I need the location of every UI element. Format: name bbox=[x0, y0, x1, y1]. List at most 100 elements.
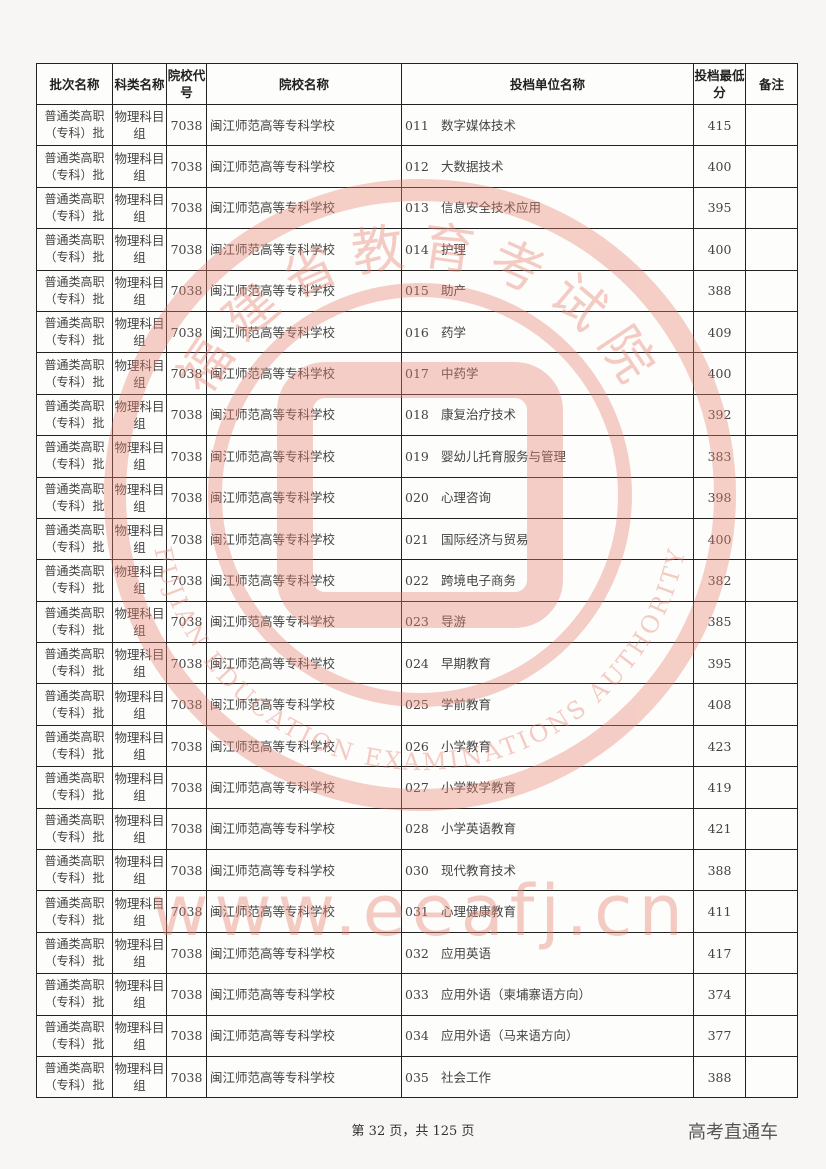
subject-cell: 物理科目组 bbox=[112, 683, 167, 726]
unit-cell: 017 中药学 bbox=[401, 352, 694, 395]
score-cell: 377 bbox=[693, 1014, 746, 1057]
batch-cell: 普通类高职（专科）批 bbox=[36, 642, 113, 685]
unit-cell: 021 国际经济与贸易 bbox=[401, 517, 694, 561]
subject-cell: 物理科目组 bbox=[112, 435, 167, 478]
unit-name: 早期教育 bbox=[441, 655, 492, 671]
remark-cell bbox=[745, 724, 798, 768]
score-cell: 400 bbox=[693, 145, 746, 188]
score-cell: 400 bbox=[693, 352, 746, 395]
subject-cell: 物理科目组 bbox=[112, 600, 167, 644]
table-row: 普通类高职（专科）批 物理科目组 7038 闽江师范高等专科学校 024 早期教育 395 bbox=[36, 642, 798, 685]
unit-code: 028 bbox=[405, 821, 429, 837]
table-row: 普通类高职（专科）批 物理科目组 7038 闽江师范高等专科学校 013 信息安全技术应用… bbox=[36, 186, 798, 230]
subject-cell: 物理科目组 bbox=[112, 849, 167, 892]
subject-cell: 物理科目组 bbox=[112, 931, 167, 975]
remark-cell bbox=[745, 228, 798, 271]
table-row: 普通类高职（专科）批 物理科目组 7038 闽江师范高等专科学校 017 中药学 400 bbox=[36, 352, 798, 395]
unit-name: 小学数学教育 bbox=[441, 779, 517, 795]
score-cell: 400 bbox=[693, 228, 746, 271]
page-number: 第 32 页，共 125 页 bbox=[351, 1124, 475, 1139]
unit-cell: 027 小学数学教育 bbox=[401, 766, 694, 809]
code-cell: 7038 bbox=[166, 642, 207, 685]
batch-cell: 普通类高职（专科）批 bbox=[36, 310, 113, 354]
unit-cell: 031 心理健康教育 bbox=[401, 890, 694, 933]
unit-code: 016 bbox=[405, 324, 429, 340]
code-cell: 7038 bbox=[166, 766, 207, 809]
header-unit: 投档单位名称 bbox=[401, 63, 694, 105]
batch-cell: 普通类高职（专科）批 bbox=[36, 849, 113, 892]
code-cell: 7038 bbox=[166, 435, 207, 478]
unit-name: 导游 bbox=[441, 614, 467, 630]
table-row: 普通类高职（专科）批 物理科目组 7038 闽江师范高等专科学校 015 助产 388 bbox=[36, 269, 798, 312]
code-cell: 7038 bbox=[166, 476, 207, 519]
table-row: 普通类高职（专科）批 物理科目组 7038 闽江师范高等专科学校 012 大数据技术 400 bbox=[36, 145, 798, 188]
code-cell: 7038 bbox=[166, 269, 207, 312]
subject-cell: 物理科目组 bbox=[112, 559, 167, 602]
subject-cell: 物理科目组 bbox=[112, 103, 167, 147]
table-row: 普通类高职（专科）批 物理科目组 7038 闽江师范高等专科学校 028 小学英语教育 42… bbox=[36, 807, 798, 851]
header-score: 投档最低分 bbox=[693, 63, 746, 105]
unit-code: 019 bbox=[405, 448, 429, 464]
batch-cell: 普通类高职（专科）批 bbox=[36, 807, 113, 851]
subject-cell: 物理科目组 bbox=[112, 145, 167, 188]
subject-cell: 物理科目组 bbox=[112, 269, 167, 312]
remark-cell bbox=[745, 393, 798, 437]
remark-cell bbox=[745, 517, 798, 561]
unit-name: 药学 bbox=[441, 324, 467, 340]
score-cell: 411 bbox=[693, 890, 746, 933]
subject-cell: 物理科目组 bbox=[112, 476, 167, 519]
unit-cell: 022 跨境电子商务 bbox=[401, 559, 694, 602]
batch-cell: 普通类高职（专科）批 bbox=[36, 1014, 113, 1057]
score-cell: 409 bbox=[693, 310, 746, 354]
table-row: 普通类高职（专科）批 物理科目组 7038 闽江师范高等专科学校 025 学前教育 408 bbox=[36, 683, 798, 726]
unit-code: 012 bbox=[405, 159, 429, 175]
batch-cell: 普通类高职（专科）批 bbox=[36, 269, 113, 312]
code-cell: 7038 bbox=[166, 931, 207, 975]
batch-cell: 普通类高职（专科）批 bbox=[36, 724, 113, 768]
unit-name: 数字媒体技术 bbox=[441, 117, 517, 133]
unit-code: 027 bbox=[405, 779, 429, 795]
unit-name: 心理健康教育 bbox=[441, 904, 517, 920]
unit-name: 现代教育技术 bbox=[441, 862, 517, 878]
unit-code: 017 bbox=[405, 366, 429, 382]
subject-cell: 物理科目组 bbox=[112, 186, 167, 230]
unit-cell: 011 数字媒体技术 bbox=[401, 103, 694, 147]
subject-cell: 物理科目组 bbox=[112, 973, 167, 1016]
score-cell: 388 bbox=[693, 1055, 746, 1099]
subject-cell: 物理科目组 bbox=[112, 766, 167, 809]
score-cell: 417 bbox=[693, 931, 746, 975]
school-cell: 闽江师范高等专科学校 bbox=[206, 186, 402, 230]
unit-code: 020 bbox=[405, 490, 429, 506]
code-cell: 7038 bbox=[166, 310, 207, 354]
unit-cell: 033 应用外语（柬埔寨语方向） bbox=[401, 973, 694, 1016]
unit-cell: 014 护理 bbox=[401, 228, 694, 271]
school-cell: 闽江师范高等专科学校 bbox=[206, 145, 402, 188]
batch-cell: 普通类高职（专科）批 bbox=[36, 973, 113, 1016]
remark-cell bbox=[745, 600, 798, 644]
remark-cell bbox=[745, 476, 798, 519]
unit-name: 社会工作 bbox=[441, 1069, 492, 1085]
unit-code: 013 bbox=[405, 200, 429, 216]
school-cell: 闽江师范高等专科学校 bbox=[206, 310, 402, 354]
unit-name: 学前教育 bbox=[441, 697, 492, 713]
subject-cell: 物理科目组 bbox=[112, 1055, 167, 1099]
school-cell: 闽江师范高等专科学校 bbox=[206, 973, 402, 1016]
code-cell: 7038 bbox=[166, 228, 207, 271]
unit-cell: 013 信息安全技术应用 bbox=[401, 186, 694, 230]
subject-cell: 物理科目组 bbox=[112, 352, 167, 395]
unit-cell: 025 学前教育 bbox=[401, 683, 694, 726]
unit-code: 011 bbox=[405, 117, 429, 133]
unit-cell: 026 小学教育 bbox=[401, 724, 694, 768]
remark-cell bbox=[745, 1055, 798, 1099]
school-cell: 闽江师范高等专科学校 bbox=[206, 1014, 402, 1057]
unit-code: 026 bbox=[405, 738, 429, 754]
subject-cell: 物理科目组 bbox=[112, 1014, 167, 1057]
unit-cell: 034 应用外语（马来语方向） bbox=[401, 1014, 694, 1057]
unit-name: 康复治疗技术 bbox=[441, 407, 517, 423]
unit-code: 030 bbox=[405, 862, 429, 878]
header-school: 院校名称 bbox=[206, 63, 402, 105]
school-cell: 闽江师范高等专科学校 bbox=[206, 600, 402, 644]
unit-name: 国际经济与贸易 bbox=[441, 531, 529, 547]
subject-cell: 物理科目组 bbox=[112, 517, 167, 561]
unit-cell: 030 现代教育技术 bbox=[401, 849, 694, 892]
